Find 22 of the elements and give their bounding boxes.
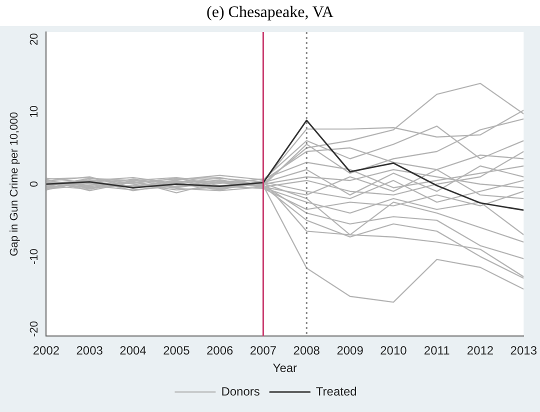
x-axis-title: Year bbox=[272, 361, 298, 376]
x-tick-label: 2004 bbox=[120, 344, 147, 358]
x-tick-label: 2007 bbox=[250, 344, 277, 358]
x-tick-label: 2002 bbox=[32, 344, 60, 358]
x-tick-label: 2005 bbox=[163, 344, 190, 358]
y-tick-label: 0 bbox=[28, 181, 41, 188]
y-tick-label: -10 bbox=[28, 248, 41, 264]
chart-title: (e) Chesapeake, VA bbox=[0, 0, 540, 26]
x-tick-label: 2011 bbox=[424, 344, 450, 358]
x-tick-label: 2013 bbox=[510, 344, 538, 358]
x-tick-label: 2008 bbox=[293, 344, 320, 358]
legend-label: Treated bbox=[316, 384, 357, 398]
y-axis-title: Gap in Gun Crime per 10,000 bbox=[8, 112, 21, 256]
legend-label: Donors bbox=[221, 384, 260, 398]
y-tick-label: 20 bbox=[28, 33, 41, 46]
x-tick-label: 2003 bbox=[76, 344, 104, 358]
y-tick-label: -20 bbox=[28, 321, 41, 337]
x-tick-label: 2010 bbox=[380, 344, 408, 358]
x-tick-label: 2009 bbox=[336, 344, 364, 358]
x-tick-label: 2006 bbox=[206, 344, 234, 358]
x-tick-label: 2012 bbox=[466, 344, 494, 358]
y-tick-label: 10 bbox=[28, 106, 41, 118]
